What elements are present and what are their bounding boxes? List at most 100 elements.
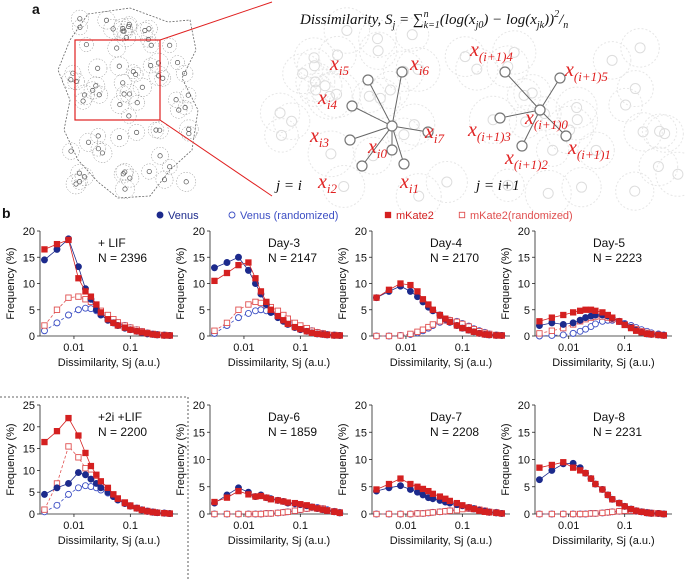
panel-label: b [2, 205, 11, 221]
cell-boundary [90, 86, 109, 104]
data-point [599, 309, 606, 316]
data-point [223, 494, 231, 501]
data-point [65, 414, 72, 422]
data-point [429, 509, 437, 516]
edge [361, 125, 393, 167]
tissue-outline [57, 7, 199, 199]
data-point [582, 469, 589, 477]
cell [309, 76, 321, 88]
edge [351, 105, 393, 127]
formula-part: j [391, 20, 396, 31]
x-tick-label: 0.1 [123, 342, 138, 354]
y-tick-label: 5 [361, 305, 367, 317]
data-point [41, 256, 48, 264]
y-axis-label: Frequency (%) [337, 247, 349, 319]
cell [471, 63, 483, 75]
node-sub: (i+1)5 [574, 69, 609, 84]
cell [502, 179, 514, 191]
y-tick-label: 5 [524, 305, 530, 317]
data-point [53, 501, 61, 509]
data-point [616, 318, 623, 325]
cell [310, 84, 322, 96]
cell [606, 54, 618, 66]
data-point [592, 510, 599, 517]
cell-boundary [176, 172, 197, 192]
data-point [314, 330, 321, 338]
node-sub: i2 [327, 181, 338, 196]
data-point [592, 307, 599, 314]
data-point [161, 332, 168, 339]
y-tick-label: 15 [518, 427, 530, 439]
formula-part: Dissimilarity, S [299, 12, 393, 28]
data-point [211, 510, 218, 518]
data-point [110, 491, 117, 498]
cell-boundary [577, 131, 615, 170]
data-point [133, 328, 140, 335]
cell-boundary [110, 128, 129, 147]
data-point [446, 318, 453, 325]
data-point [470, 328, 478, 335]
data-point [252, 307, 259, 315]
cell-boundary [641, 113, 678, 149]
cell-boundary [120, 18, 137, 35]
cell-boundary [129, 94, 146, 111]
data-point [587, 475, 595, 482]
data-point [280, 317, 287, 324]
x-axis-label: Dissimilarity, Sj (a.u.) [552, 535, 654, 547]
node-label: xi3 [309, 125, 330, 150]
cell-boundary [162, 159, 178, 175]
data-point [114, 322, 121, 329]
cell [153, 127, 159, 133]
cell [325, 148, 337, 160]
data-point [576, 510, 584, 518]
cell-boundary [120, 168, 140, 188]
data-point [291, 323, 299, 331]
node [534, 104, 546, 116]
data-point [385, 332, 393, 340]
formula-part: ∑ [413, 12, 424, 28]
node-var: x [504, 147, 514, 169]
data-point [385, 286, 393, 293]
cell [406, 29, 418, 41]
data-point [582, 325, 590, 333]
cell-boundary [395, 47, 441, 92]
cell [542, 187, 554, 199]
cell [629, 83, 641, 95]
data-point [41, 327, 48, 335]
data-point [97, 484, 105, 492]
data-point [609, 314, 616, 321]
cell-boundary [113, 164, 133, 184]
cell [413, 190, 425, 202]
data-point [138, 506, 146, 514]
data-point [75, 454, 82, 461]
data-point [493, 509, 500, 517]
cell-boundary [506, 78, 542, 113]
data-point [166, 510, 173, 517]
node [356, 160, 368, 172]
data-point [419, 296, 427, 303]
cell-boundary [170, 55, 185, 70]
edge [391, 71, 403, 127]
cell-boundary [148, 52, 169, 74]
cell-boundary [112, 18, 133, 39]
formula-part: = [395, 12, 413, 28]
data-point [465, 504, 472, 511]
node-label: xi2 [317, 171, 338, 196]
cell [81, 174, 87, 180]
x-tick-label: 0.01 [558, 520, 579, 532]
data-point [576, 467, 584, 474]
data-point [65, 236, 72, 244]
data-point [65, 490, 72, 498]
y-tick-label: 15 [355, 427, 367, 439]
cell-boundary [307, 130, 355, 178]
cell-boundary [62, 142, 80, 160]
node-label: xi4 [317, 87, 338, 112]
formula-part: j0 [474, 20, 484, 31]
cell-boundary [468, 95, 518, 144]
data-point [414, 510, 421, 517]
cell [173, 97, 179, 103]
data-point [274, 497, 282, 504]
cell [134, 129, 140, 135]
data-point [82, 288, 89, 295]
cell [116, 135, 123, 141]
